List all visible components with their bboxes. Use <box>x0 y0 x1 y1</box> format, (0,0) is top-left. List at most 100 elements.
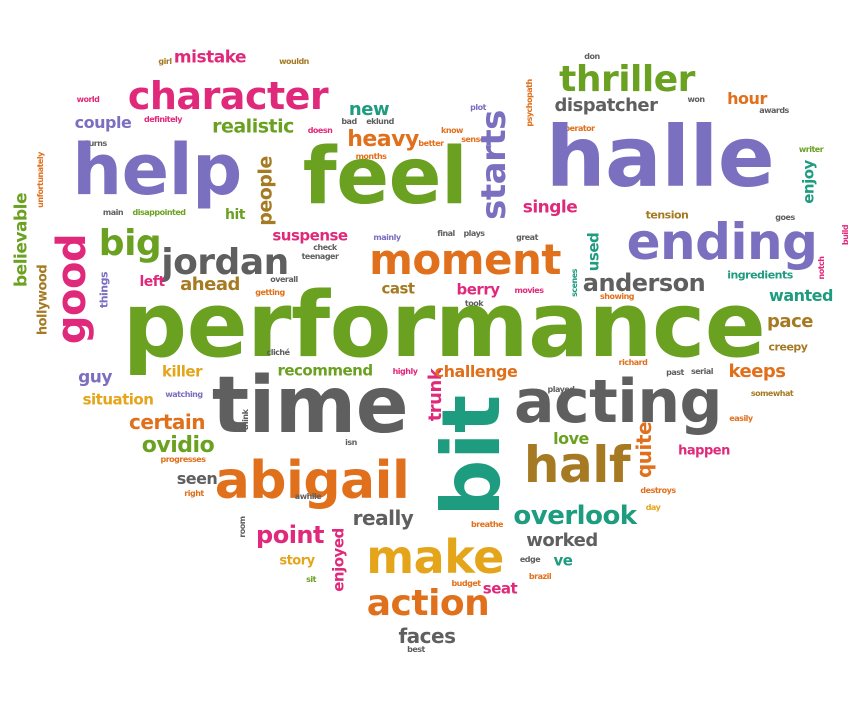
word-sit: sit <box>306 575 316 584</box>
word-final: final <box>437 229 455 238</box>
word-hour: hour <box>727 89 767 108</box>
word-edge: edge <box>519 555 541 564</box>
word-seat: seat <box>482 579 518 598</box>
word-help: help <box>72 129 242 211</box>
word-acting: acting <box>514 367 722 437</box>
word-make: make <box>366 530 504 584</box>
word-certain: certain <box>129 410 205 434</box>
word-room: room <box>238 516 247 538</box>
word-pace: pace <box>767 311 813 332</box>
word-check: check <box>313 243 337 252</box>
word-girl: girl <box>158 57 172 66</box>
word-mainly: mainly <box>373 233 401 242</box>
word-breathe: breathe <box>471 520 503 529</box>
word-suspense: suspense <box>272 226 348 245</box>
word-overlook: overlook <box>513 501 637 531</box>
word-character: character <box>127 74 329 118</box>
word-showing: showing <box>599 292 635 301</box>
word-notch: notch <box>817 256 826 280</box>
word-ovidio: ovidio <box>141 433 215 458</box>
word-months: months <box>355 152 387 161</box>
word-definitely: definitely <box>143 115 183 124</box>
word-teenager: teenager <box>301 252 339 261</box>
word-movies: movies <box>514 286 544 295</box>
word-getting: getting <box>255 288 285 297</box>
word-ending: ending <box>626 213 818 271</box>
word-best: best <box>407 645 425 654</box>
word-time: time <box>211 361 409 451</box>
word-jordan: jordan <box>161 242 289 283</box>
word-good: good <box>49 233 95 345</box>
word-single: single <box>522 197 578 218</box>
word-killer: killer <box>162 362 202 381</box>
word-half: half <box>523 436 631 494</box>
word-took: took <box>464 299 484 308</box>
word-happen: happen <box>678 443 730 459</box>
word-used: used <box>584 232 603 272</box>
word-challenge: challenge <box>434 362 518 381</box>
word-writer: writer <box>798 145 824 154</box>
word-day: day <box>645 503 661 512</box>
word-main: main <box>102 208 124 217</box>
word-mistake: mistake <box>173 47 247 68</box>
word-brazil: brazil <box>528 572 552 581</box>
word-point: point <box>256 521 324 549</box>
word-plays: plays <box>463 229 485 238</box>
word-psychopath: psychopath <box>525 79 534 127</box>
word-easily: easily <box>729 414 753 423</box>
word-disappointed: disappointed <box>132 208 187 217</box>
word-awhile: awhile <box>294 492 322 501</box>
word-really: really <box>352 506 414 530</box>
word-left: left <box>139 274 165 290</box>
word-tension: tension <box>645 208 689 222</box>
word-people: people <box>254 156 277 226</box>
word-faces: faces <box>398 624 456 648</box>
word-wouldn: wouldn <box>279 57 309 66</box>
word-won: won <box>687 95 705 104</box>
word-sense: sense <box>461 135 485 144</box>
word-realistic: realistic <box>212 115 294 138</box>
word-enjoy: enjoy <box>799 160 818 204</box>
word-right: right <box>184 489 204 498</box>
word-quite: quite <box>632 421 656 479</box>
word-believable: believable <box>11 193 32 287</box>
word-performance: performance <box>122 273 766 378</box>
word-things: things <box>97 271 111 309</box>
word-watching: watching <box>165 390 203 399</box>
word-starts: starts <box>474 110 514 220</box>
word-bit: bit <box>425 395 518 517</box>
word-eklund: eklund <box>366 117 394 126</box>
word-big: big <box>98 223 162 264</box>
word-serial: serial <box>690 367 714 376</box>
word-anderson: anderson <box>582 269 706 297</box>
word-story: story <box>279 553 315 569</box>
word-think: think <box>241 409 250 431</box>
word-overall: overall <box>270 275 298 284</box>
word-creepy: creepy <box>768 340 808 354</box>
word-action: action <box>366 583 490 624</box>
word-doesn: doesn <box>307 126 333 135</box>
word-halle: halle <box>545 108 775 206</box>
word-operator: operator <box>559 124 595 133</box>
word-better: better <box>418 139 444 148</box>
word-guy: guy <box>78 367 112 388</box>
word-awards: awards <box>759 106 789 115</box>
word-berry: berry <box>456 280 500 299</box>
word-ingredients: ingredients <box>727 268 793 282</box>
word-enjoyed: enjoyed <box>329 528 348 592</box>
word-moment: moment <box>369 235 561 284</box>
word-don: don <box>584 52 600 61</box>
word-hit: hit <box>225 207 245 223</box>
word-played: played <box>547 385 576 394</box>
word-past: past <box>666 368 684 377</box>
word-highly: highly <box>392 367 418 376</box>
word-seen: seen <box>176 469 218 488</box>
word-plot: plot <box>470 103 486 112</box>
word-great: great <box>516 233 538 242</box>
word-progresses: progresses <box>160 455 206 464</box>
word-ve: ve <box>553 551 573 570</box>
word-hollywood: hollywood <box>35 264 51 336</box>
word-somewhat: somewhat <box>750 389 794 398</box>
word-heavy: heavy <box>347 127 419 152</box>
word-destroys: destroys <box>640 486 676 495</box>
